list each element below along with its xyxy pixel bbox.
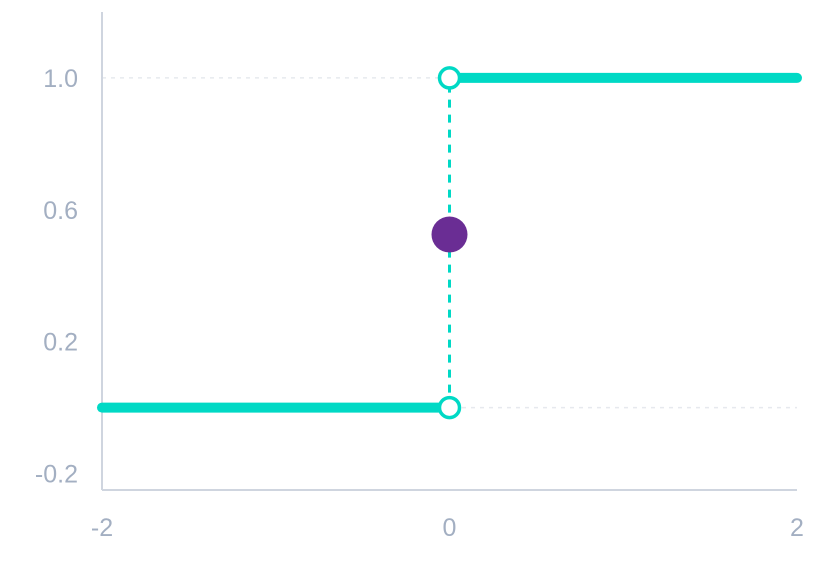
x-tick-label: 2: [790, 514, 804, 542]
filled-point[interactable]: [431, 216, 468, 253]
open-point-1: [437, 66, 462, 90]
open-point-0: [437, 395, 462, 420]
series-layer: [97, 72, 802, 413]
y-tick-label: 0.2: [43, 329, 78, 357]
x-tick-label: 0: [443, 514, 457, 542]
x-tick-label: -2: [91, 514, 113, 542]
point-layer: [431, 66, 468, 420]
y-tick-label: 1.0: [43, 65, 78, 93]
axis-layer: -0.2 0.2 0.6 1.0 -2 0 2: [35, 12, 804, 542]
y-tick-label: -0.2: [35, 461, 78, 489]
y-tick-label: 0.6: [43, 197, 78, 225]
